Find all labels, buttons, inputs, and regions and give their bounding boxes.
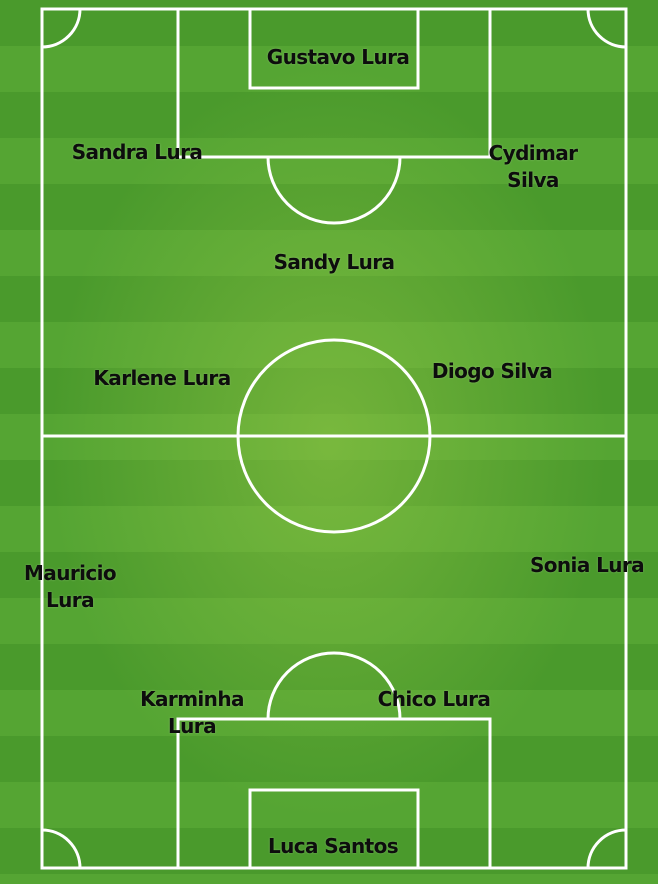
- player-gustavo-lura: Gustavo Lura: [267, 44, 410, 71]
- player-sonia-lura: Sonia Lura: [529, 552, 645, 579]
- player-karlene-lura: Karlene Lura: [93, 365, 231, 392]
- player-luca-santos: Luca Santos: [267, 833, 399, 860]
- corner-arc-top-left: [41, 8, 82, 49]
- player-name: Sonia Lura: [529, 553, 645, 577]
- player-sandy-lura: Sandy Lura: [274, 249, 395, 276]
- player-name: Karlene Lura: [93, 366, 231, 390]
- top-penalty-arc: [266, 156, 402, 225]
- center-circle: [236, 338, 432, 534]
- bottom-goal-area: [248, 788, 420, 870]
- player-name-line-1: Karminha: [140, 687, 244, 711]
- player-name: Gustavo Lura: [266, 45, 410, 69]
- player-diogo-silva: Diogo Silva: [431, 358, 553, 385]
- corner-arc-bottom-left: [41, 828, 82, 869]
- player-sandra-lura: Sandra Lura: [72, 139, 203, 166]
- corner-arc-top-right: [586, 8, 627, 49]
- player-karminha-lura: Karminha Lura: [140, 686, 244, 740]
- player-chico-lura: Chico Lura: [378, 686, 491, 713]
- corner-arc-bottom-right: [586, 828, 627, 869]
- pitch-boundary: [40, 7, 628, 870]
- player-name: Sandra Lura: [71, 140, 203, 164]
- player-name-line-2: Lura: [168, 714, 217, 738]
- top-penalty-area: [176, 7, 492, 159]
- player-name: Chico Lura: [377, 687, 491, 711]
- top-goal-area: [248, 7, 420, 90]
- player-mauricio-lura: Mauricio Lura: [23, 560, 117, 614]
- player-name: Sandy Lura: [273, 250, 395, 274]
- player-name: Diogo Silva: [431, 359, 553, 383]
- bottom-penalty-arc: [266, 651, 402, 720]
- player-name-line-1: Cydimar: [488, 141, 578, 165]
- player-cydimar-silva: Cydimar Silva: [489, 140, 578, 194]
- player-name-line-2: Lura: [46, 588, 95, 612]
- player-name-line-2: Silva: [507, 168, 559, 192]
- player-name-line-1: Mauricio: [23, 561, 117, 585]
- player-name: Luca Santos: [267, 834, 399, 858]
